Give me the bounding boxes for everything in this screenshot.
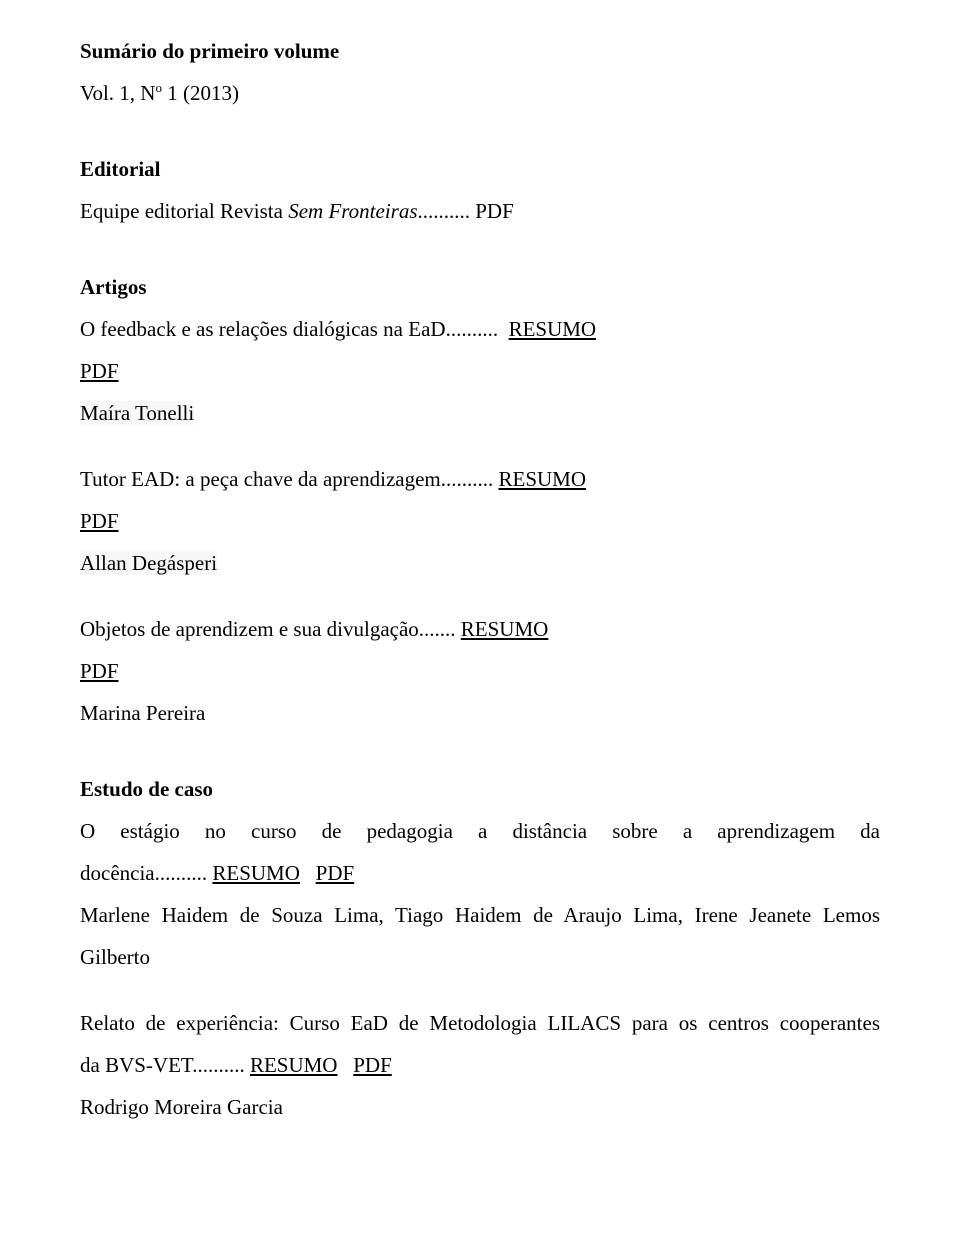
- estudo-1-l2-text: docência: [80, 861, 155, 885]
- article-3-pdf-link[interactable]: PDF: [80, 659, 119, 683]
- article-1-dots: ..........: [446, 317, 499, 341]
- estudo-2-l2-dots: ..........: [192, 1053, 245, 1077]
- article-2-pdf-link[interactable]: PDF: [80, 509, 119, 533]
- article-1-pdf-line: PDF: [80, 350, 880, 392]
- estudo-1-line2: docência.......... RESUMO PDF: [80, 852, 880, 894]
- estudo-2-line1: Relato de experiência: Curso EaD de Meto…: [80, 1002, 880, 1044]
- article-2-pdf-line: PDF: [80, 500, 880, 542]
- article-1-line: O feedback e as relações dialógicas na E…: [80, 308, 880, 350]
- article-1-title: O feedback e as relações dialógicas na E…: [80, 317, 446, 341]
- editorial-italic: Sem Fronteiras: [288, 199, 417, 223]
- article-3-title: Objetos de aprendizem e sua divulgação: [80, 617, 419, 641]
- estudo-2-pdf-link[interactable]: PDF: [353, 1053, 392, 1077]
- estudo-1-pdf-link[interactable]: PDF: [316, 861, 355, 885]
- estudo-2-resumo-link[interactable]: RESUMO: [250, 1053, 338, 1077]
- document-page: Sumário do primeiro volume Vol. 1, No 1 …: [0, 0, 960, 1240]
- estudo-1-author-l2: Gilberto: [80, 936, 880, 978]
- editorial-dots-pdf: .......... PDF: [418, 199, 514, 223]
- article-3-author: Marina Pereira: [80, 692, 880, 734]
- article-2-line: Tutor EAD: a peça chave da aprendizagem.…: [80, 458, 880, 500]
- estudo-2-author: Rodrigo Moreira Garcia: [80, 1086, 880, 1128]
- volume-line: Vol. 1, No 1 (2013): [80, 72, 880, 114]
- article-3-pdf-line: PDF: [80, 650, 880, 692]
- volume-suffix: 1 (2013): [162, 81, 239, 105]
- article-2-resumo-link[interactable]: RESUMO: [499, 467, 587, 491]
- article-3-dots: .......: [419, 617, 456, 641]
- estudo-1-author-l1: Marlene Haidem de Souza Lima, Tiago Haid…: [80, 894, 880, 936]
- article-2-title: Tutor EAD: a peça chave da aprendizagem: [80, 467, 441, 491]
- editorial-heading: Editorial: [80, 148, 880, 190]
- article-2-author-text: Allan Degásperi: [80, 551, 217, 575]
- estudo-heading: Estudo de caso: [80, 768, 880, 810]
- article-1-pdf-link[interactable]: PDF: [80, 359, 119, 383]
- estudo-2-l2-text: da BVS-VET: [80, 1053, 192, 1077]
- editorial-text: Equipe editorial Revista: [80, 199, 288, 223]
- editorial-line: Equipe editorial Revista Sem Fronteiras.…: [80, 190, 880, 232]
- article-3-resumo-link[interactable]: RESUMO: [461, 617, 549, 641]
- article-3-line: Objetos de aprendizem e sua divulgação..…: [80, 608, 880, 650]
- artigos-heading: Artigos: [80, 266, 880, 308]
- estudo-1-resumo-link[interactable]: RESUMO: [212, 861, 300, 885]
- page-title: Sumário do primeiro volume: [80, 30, 880, 72]
- estudo-1-line1: O estágio no curso de pedagogia a distân…: [80, 810, 880, 852]
- estudo-1-l2-dots: ..........: [155, 861, 208, 885]
- article-1-author-text: Maíra Tonelli: [80, 401, 194, 425]
- article-1-resumo-link[interactable]: RESUMO: [509, 317, 597, 341]
- article-1-author: Maíra Tonelli: [80, 392, 880, 434]
- volume-prefix: Vol. 1, N: [80, 81, 155, 105]
- article-2-author: Allan Degásperi: [80, 542, 880, 584]
- estudo-2-line2: da BVS-VET.......... RESUMO PDF: [80, 1044, 880, 1086]
- article-2-dots: ..........: [441, 467, 494, 491]
